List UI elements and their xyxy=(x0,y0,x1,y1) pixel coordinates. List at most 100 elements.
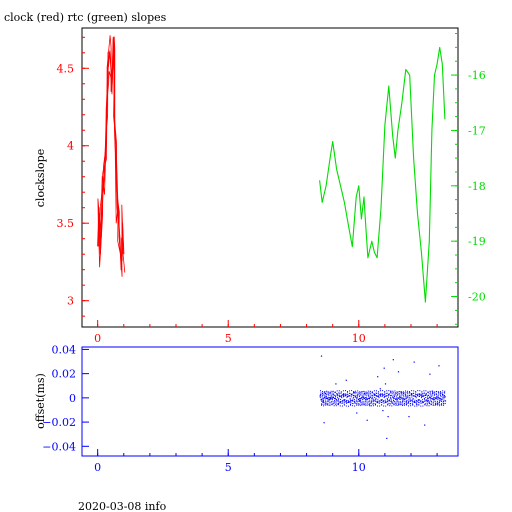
offset-point xyxy=(400,392,402,394)
offset-point xyxy=(332,393,334,395)
offset-point xyxy=(438,392,439,394)
offset-point xyxy=(370,396,372,398)
offset-point xyxy=(425,397,427,398)
offset-point xyxy=(336,393,338,395)
offset-point xyxy=(387,404,389,406)
offset-point xyxy=(361,395,363,397)
offset-point xyxy=(352,405,354,407)
offset-point xyxy=(384,393,386,395)
offset-point xyxy=(390,397,392,399)
offset-point xyxy=(330,392,332,394)
offset-point xyxy=(402,400,404,402)
offset-point xyxy=(425,395,426,396)
offset-point xyxy=(428,402,430,404)
offset-point xyxy=(412,399,414,401)
offset-point xyxy=(337,397,338,399)
offset-point xyxy=(333,402,335,404)
offset-point xyxy=(326,393,328,395)
offset-point xyxy=(388,396,389,398)
offset-point xyxy=(388,394,390,396)
offset-point xyxy=(432,402,434,404)
offset-point xyxy=(374,395,376,396)
offset-point xyxy=(366,419,368,421)
offset-point xyxy=(375,393,377,394)
offset-point xyxy=(406,396,408,398)
offset-point xyxy=(361,394,363,396)
offset-point xyxy=(444,390,446,392)
offset-point xyxy=(322,399,324,401)
offset-point xyxy=(397,401,399,403)
offset-point xyxy=(440,404,442,406)
offset-point xyxy=(417,395,419,397)
offset-point xyxy=(421,396,423,398)
offset-point xyxy=(350,404,352,406)
offset-point xyxy=(338,390,340,392)
offset-point xyxy=(390,394,392,396)
offset-point xyxy=(358,399,359,400)
offset-point xyxy=(347,399,349,401)
offset-point xyxy=(415,396,417,398)
offset-point xyxy=(411,402,413,404)
offset-point xyxy=(443,400,445,402)
offset-point xyxy=(422,401,424,402)
offset-point xyxy=(417,390,419,392)
offset-point xyxy=(356,404,358,406)
lower-panel-frame xyxy=(81,346,459,457)
offset-point xyxy=(433,392,435,394)
offset-point xyxy=(338,394,340,396)
offset-point xyxy=(322,391,324,392)
offset-point xyxy=(367,390,369,392)
offset-point xyxy=(380,395,382,397)
offset-point xyxy=(371,401,372,403)
offset-point xyxy=(436,398,438,400)
offset-point xyxy=(343,399,345,401)
lower-xtick-label: 10 xyxy=(352,461,366,474)
offset-point xyxy=(351,399,353,401)
offset-point xyxy=(399,400,401,402)
offset-point xyxy=(321,400,323,402)
offset-point xyxy=(334,397,336,399)
offset-point xyxy=(420,400,422,402)
offset-point xyxy=(335,383,337,385)
offset-point xyxy=(434,397,436,399)
offset-point xyxy=(386,390,388,392)
offset-point xyxy=(395,404,397,406)
offset-point xyxy=(412,398,414,399)
clock-slope-strand xyxy=(98,35,124,268)
offset-point xyxy=(386,401,388,403)
offset-point xyxy=(392,394,394,396)
offset-point xyxy=(440,395,442,397)
offset-point xyxy=(396,392,398,394)
offset-point xyxy=(422,402,424,403)
offset-point xyxy=(418,404,420,406)
offset-point xyxy=(386,392,388,394)
offset-point xyxy=(363,395,365,397)
offset-point xyxy=(357,390,359,392)
offset-point xyxy=(399,395,400,397)
offset-point xyxy=(362,397,364,399)
offset-point xyxy=(413,392,415,394)
offset-point xyxy=(356,397,358,399)
offset-point xyxy=(397,399,398,401)
offset-point xyxy=(341,397,343,399)
offset-point xyxy=(391,403,393,404)
offset-point xyxy=(354,402,356,404)
offset-point xyxy=(321,404,322,406)
offset-point xyxy=(366,398,367,400)
offset-point xyxy=(442,390,444,392)
offset-point xyxy=(328,392,330,394)
upper-y2tick-label: -19 xyxy=(468,235,486,248)
offset-point xyxy=(353,394,355,396)
offset-point xyxy=(416,400,418,402)
offset-point xyxy=(387,394,389,396)
offset-point xyxy=(423,398,425,399)
offset-point xyxy=(361,391,363,393)
offset-point xyxy=(374,396,376,398)
offset-point xyxy=(334,392,336,393)
offset-point xyxy=(335,402,337,404)
offset-point xyxy=(363,390,365,392)
offset-point xyxy=(426,403,428,405)
offset-point xyxy=(409,397,411,399)
offset-point xyxy=(427,395,429,397)
offset-point xyxy=(409,395,411,397)
